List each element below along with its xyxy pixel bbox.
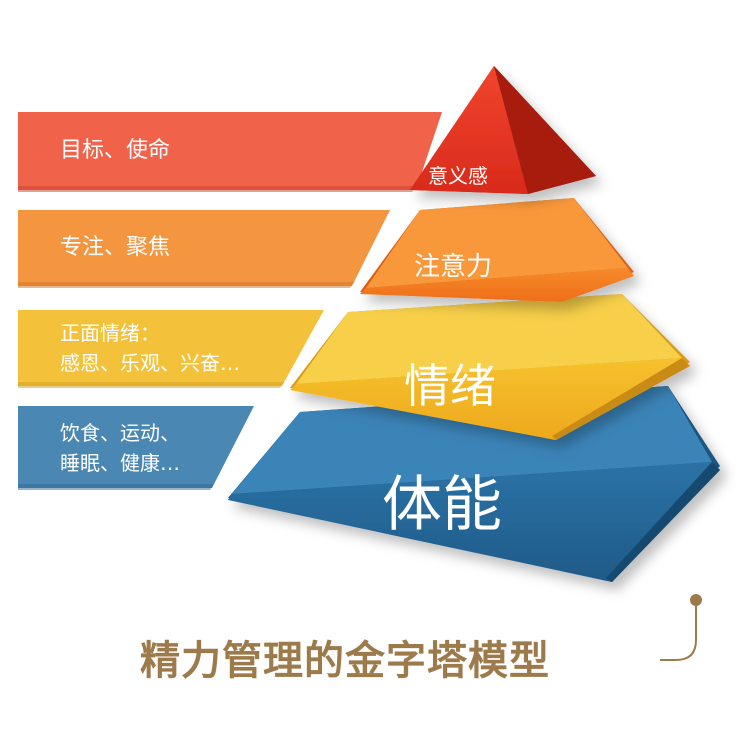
band-energy-text-2: 睡眠、健康…	[60, 451, 180, 475]
caption-pointer	[660, 594, 702, 661]
band-emotion-shape	[18, 310, 324, 386]
tier-attention-label: 注意力	[414, 252, 493, 282]
band-meaning-shape	[18, 112, 442, 190]
tier-attention	[360, 198, 634, 302]
pointer-line	[660, 606, 697, 661]
band-emotion-text-1: 正面情绪：	[60, 321, 160, 345]
band-emotion	[18, 310, 324, 388]
pointer-dot	[690, 594, 702, 606]
tier-emotion	[290, 294, 690, 440]
tier-energy-label: 体能	[382, 470, 502, 540]
band-meaning-text: 目标、使命	[60, 138, 171, 163]
tier-emotion-label: 情绪	[404, 359, 496, 413]
band-attention	[18, 210, 390, 288]
band-attention-shape	[18, 210, 390, 286]
tier-meaning	[410, 66, 596, 194]
tier-meaning-label: 意义感	[428, 164, 488, 188]
band-emotion-text-2: 感恩、乐观、兴奋…	[60, 351, 240, 375]
band-meaning	[18, 112, 442, 192]
diagram-caption: 精力管理的金字塔模型	[140, 638, 550, 684]
band-energy-shape	[18, 406, 254, 488]
band-energy	[18, 406, 254, 490]
band-energy-text-1: 饮食、运动、	[60, 421, 180, 445]
band-attention-text: 专注、聚焦	[60, 235, 171, 260]
